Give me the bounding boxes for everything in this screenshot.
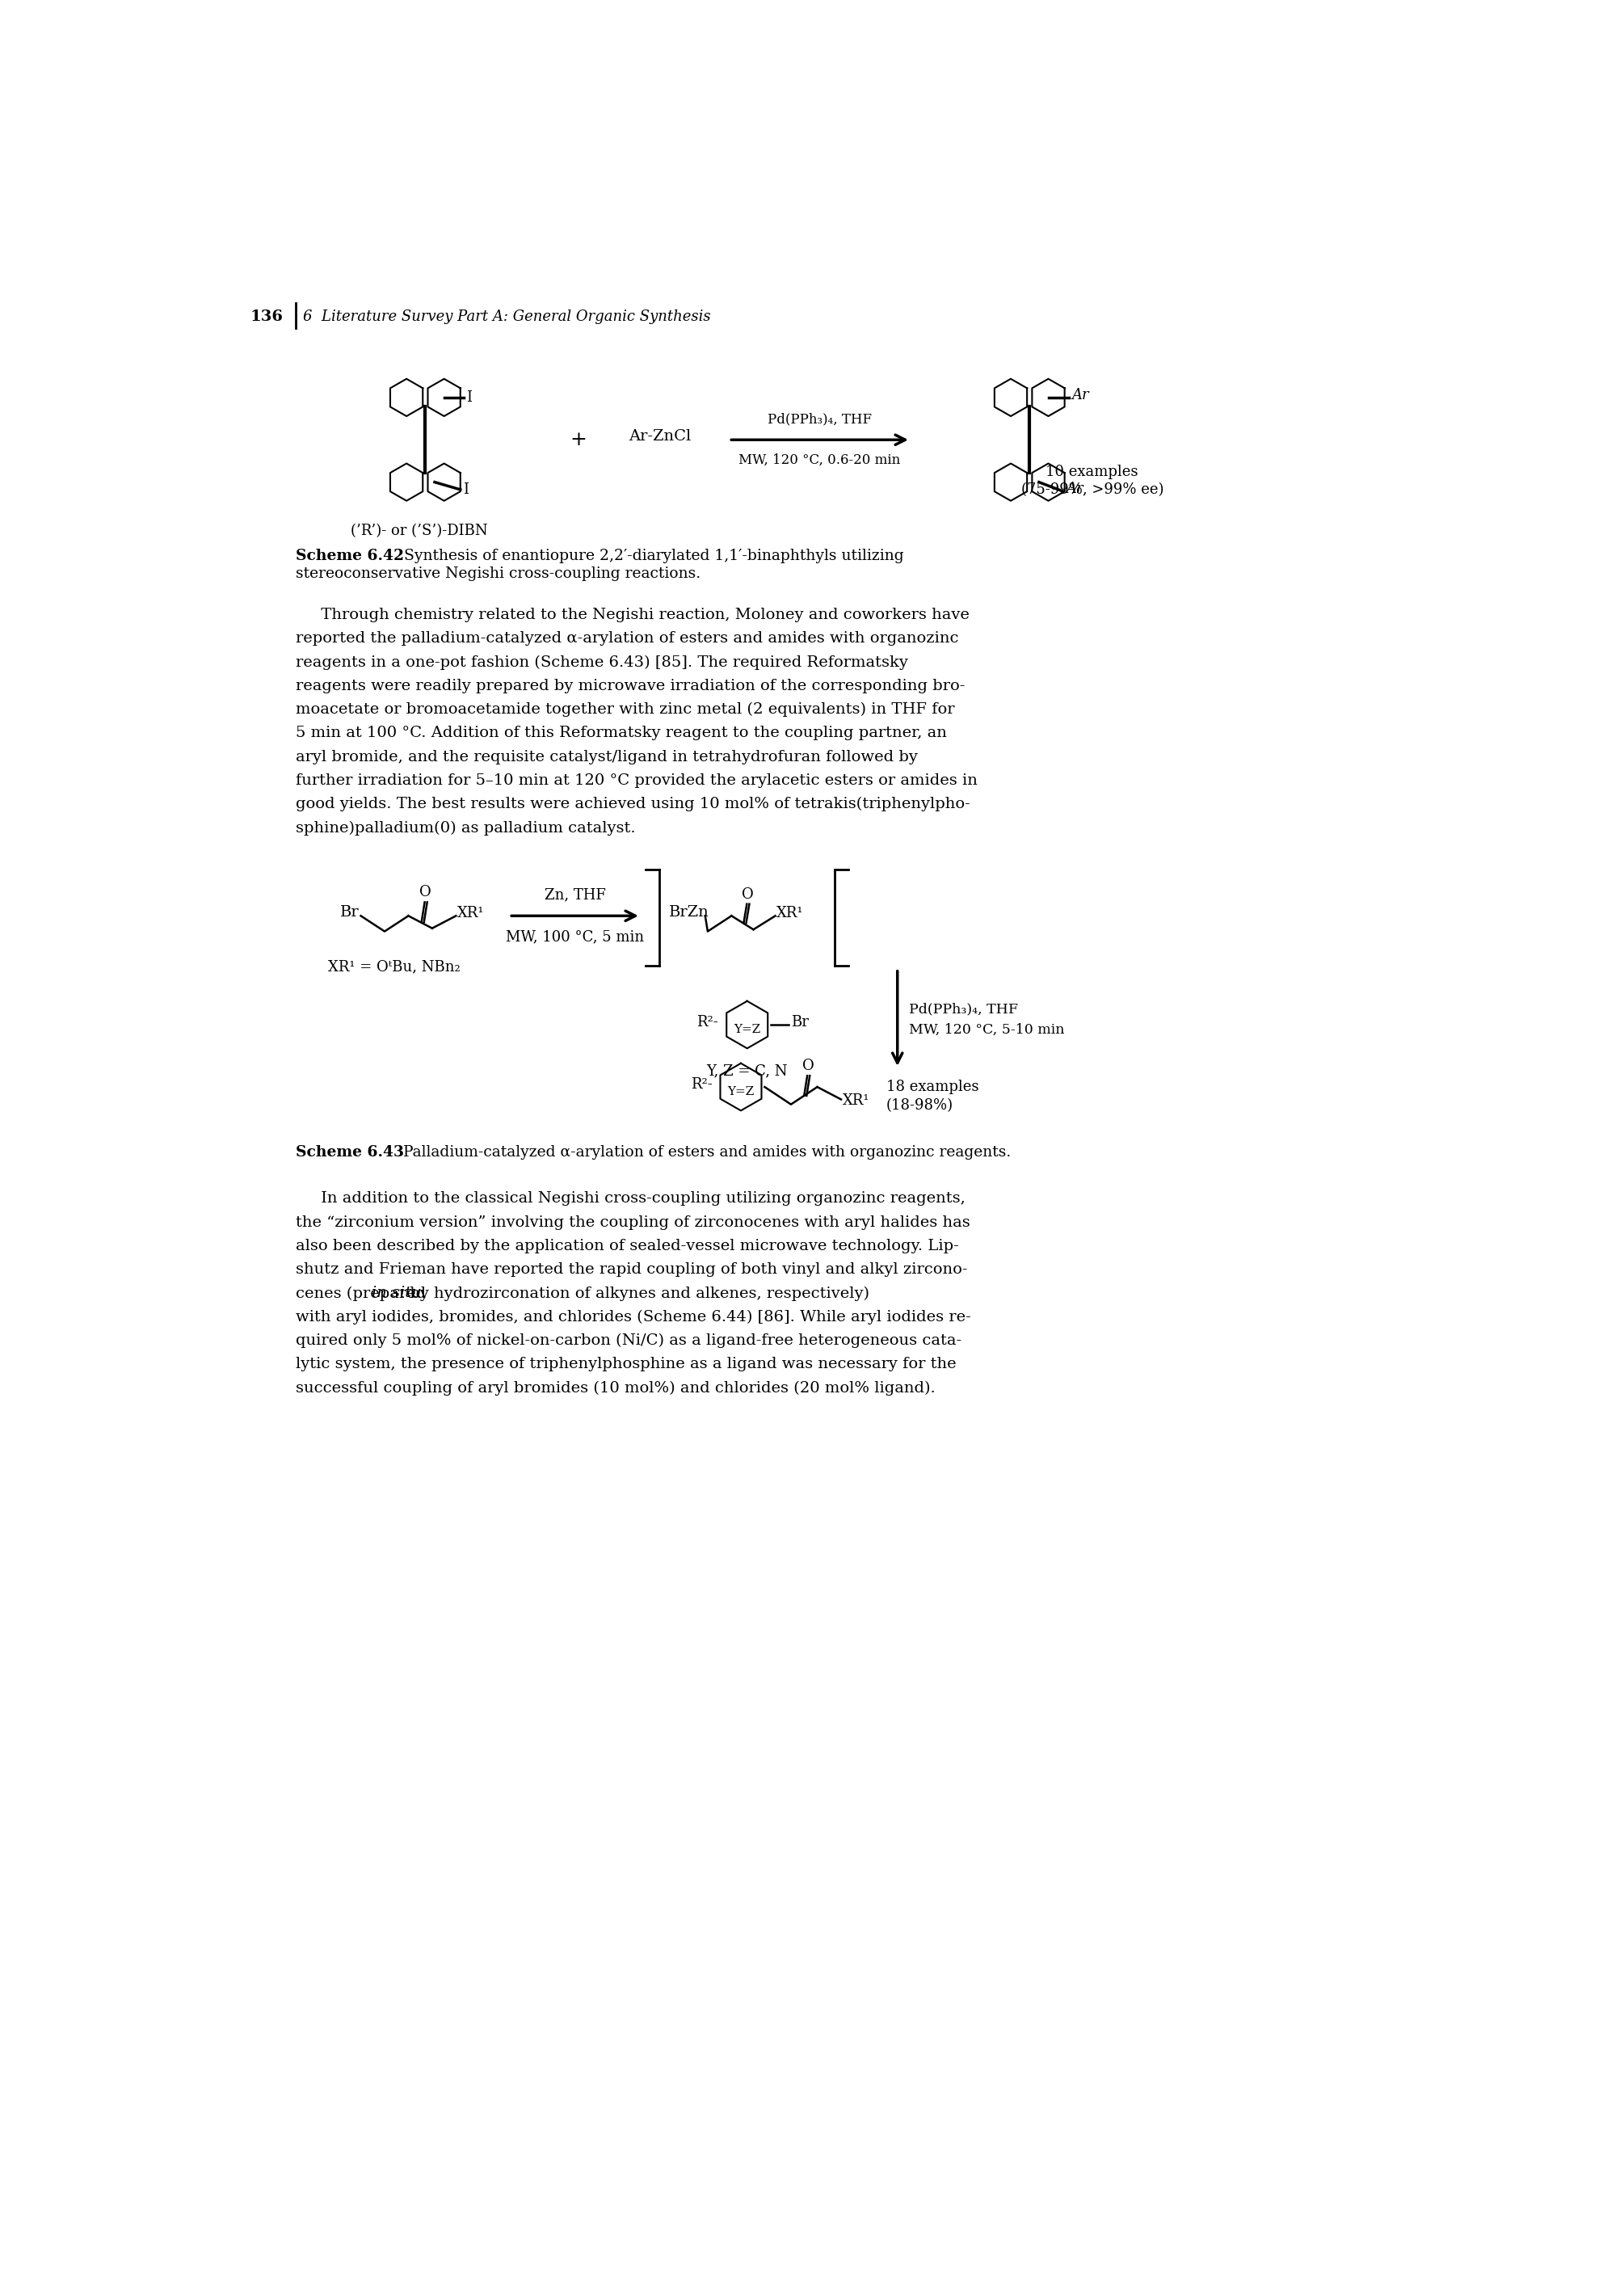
Text: XR¹: XR¹: [843, 1093, 869, 1109]
Text: R²-: R²-: [690, 1077, 711, 1093]
Text: (75-99%, >99% ee): (75-99%, >99% ee): [1021, 481, 1163, 497]
Text: Zn, THF: Zn, THF: [544, 887, 606, 903]
Text: Palladium-catalyzed α-arylation of esters and amides with organozinc reagents.: Palladium-catalyzed α-arylation of ester…: [388, 1146, 1010, 1159]
Text: Ar: Ar: [1065, 481, 1083, 497]
Text: reagents in a one-pot fashion (Scheme 6.43) [85]. The required Reformatsky: reagents in a one-pot fashion (Scheme 6.…: [296, 655, 908, 669]
Text: Y=Z: Y=Z: [734, 1024, 760, 1036]
Text: quired only 5 mol% of nickel-on-carbon (Ni/C) as a ligand-free heterogeneous cat: quired only 5 mol% of nickel-on-carbon (…: [296, 1333, 961, 1347]
Text: 6  Literature Survey Part A: General Organic Synthesis: 6 Literature Survey Part A: General Orga…: [304, 309, 711, 323]
Text: lytic system, the presence of triphenylphosphine as a ligand was necessary for t: lytic system, the presence of triphenylp…: [296, 1356, 957, 1372]
Text: XR¹: XR¹: [458, 905, 484, 921]
Text: reagents were readily prepared by microwave irradiation of the corresponding bro: reagents were readily prepared by microw…: [296, 678, 965, 694]
Text: aryl bromide, and the requisite catalyst/ligand in tetrahydrofuran followed by: aryl bromide, and the requisite catalyst…: [296, 749, 918, 765]
Text: O: O: [802, 1058, 814, 1072]
Text: shutz and Frieman have reported the rapid coupling of both vinyl and alkyl zirco: shutz and Frieman have reported the rapi…: [296, 1262, 968, 1276]
Text: Scheme 6.43: Scheme 6.43: [296, 1146, 404, 1159]
Text: Y, Z = C, N: Y, Z = C, N: [706, 1063, 788, 1079]
Text: Through chemistry related to the Negishi reaction, Moloney and coworkers have: Through chemistry related to the Negishi…: [296, 607, 970, 623]
Text: the “zirconium version” involving the coupling of zirconocenes with aryl halides: the “zirconium version” involving the co…: [296, 1214, 970, 1230]
Text: (’R’)- or (’S’)-DIBN: (’R’)- or (’S’)-DIBN: [351, 525, 487, 538]
Text: also been described by the application of sealed-vessel microwave technology. Li: also been described by the application o…: [296, 1239, 958, 1253]
Text: successful coupling of aryl bromides (10 mol%) and chlorides (20 mol% ligand).: successful coupling of aryl bromides (10…: [296, 1381, 935, 1395]
Text: good yields. The best results were achieved using 10 mol% of tetrakis(triphenylp: good yields. The best results were achie…: [296, 797, 970, 811]
Text: Pd(PPh₃)₄, THF: Pd(PPh₃)₄, THF: [768, 412, 872, 426]
Text: I: I: [466, 389, 473, 406]
Text: 5 min at 100 °C. Addition of this Reformatsky reagent to the coupling partner, a: 5 min at 100 °C. Addition of this Reform…: [296, 726, 947, 740]
Text: XR¹: XR¹: [776, 905, 804, 921]
Text: reported the palladium-catalyzed α-arylation of esters and amides with organozin: reported the palladium-catalyzed α-aryla…: [296, 632, 958, 646]
Text: 10 examples: 10 examples: [1046, 465, 1138, 479]
Text: moacetate or bromoacetamide together with zinc metal (2 equivalents) in THF for: moacetate or bromoacetamide together wit…: [296, 703, 955, 717]
Text: I: I: [463, 483, 468, 497]
Text: 18 examples: 18 examples: [887, 1079, 979, 1095]
Text: O: O: [742, 887, 754, 903]
Text: 136: 136: [250, 309, 283, 323]
Text: BrZn: BrZn: [669, 905, 710, 921]
Text: with aryl iodides, bromides, and chlorides (Scheme 6.44) [86]. While aryl iodide: with aryl iodides, bromides, and chlorid…: [296, 1310, 971, 1324]
Text: XR¹ = OᵗBu, NBn₂: XR¹ = OᵗBu, NBn₂: [328, 960, 461, 974]
Text: Br: Br: [791, 1015, 809, 1029]
Text: Pd(PPh₃)₄, THF: Pd(PPh₃)₄, THF: [909, 1001, 1018, 1015]
Text: Scheme 6.42: Scheme 6.42: [296, 550, 404, 564]
Text: O: O: [419, 884, 432, 900]
Text: Y=Z: Y=Z: [728, 1086, 754, 1097]
Text: Br: Br: [341, 905, 359, 921]
Text: (18-98%): (18-98%): [887, 1097, 953, 1113]
Text: Ar: Ar: [1072, 387, 1090, 403]
Text: MW, 120 °C, 5-10 min: MW, 120 °C, 5-10 min: [909, 1022, 1064, 1036]
Text: stereoconservative Negishi cross-coupling reactions.: stereoconservative Negishi cross-couplin…: [296, 566, 700, 580]
Text: Ar-ZnCl: Ar-ZnCl: [628, 428, 692, 444]
Text: Synthesis of enantiopure 2,2′-diarylated 1,1′-binaphthyls utilizing: Synthesis of enantiopure 2,2′-diarylated…: [390, 550, 905, 564]
Text: cenes (prepared: cenes (prepared: [296, 1285, 430, 1301]
Text: +: +: [570, 431, 588, 449]
Text: in situ: in situ: [372, 1285, 421, 1301]
Text: sphine)palladium(0) as palladium catalyst.: sphine)palladium(0) as palladium catalys…: [296, 820, 635, 836]
Text: R²-: R²-: [697, 1015, 718, 1029]
Text: In addition to the classical Negishi cross-coupling utilizing organozinc reagent: In addition to the classical Negishi cro…: [296, 1191, 965, 1205]
Text: MW, 100 °C, 5 min: MW, 100 °C, 5 min: [505, 930, 645, 944]
Text: by hydrozirconation of alkynes and alkenes, respectively): by hydrozirconation of alkynes and alken…: [404, 1285, 869, 1301]
Text: MW, 120 °C, 0.6-20 min: MW, 120 °C, 0.6-20 min: [739, 454, 901, 467]
Text: further irradiation for 5–10 min at 120 °C provided the arylacetic esters or ami: further irradiation for 5–10 min at 120 …: [296, 774, 978, 788]
